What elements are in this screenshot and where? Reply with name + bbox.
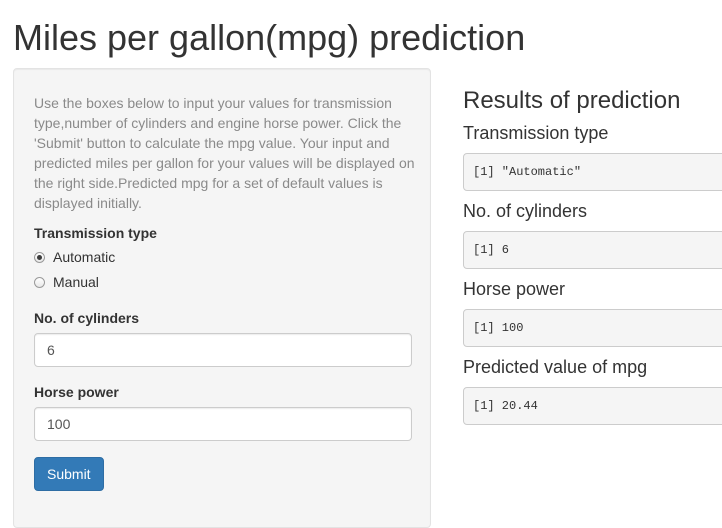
- radio-automatic-label: Automatic: [53, 249, 116, 265]
- result-horsepower-output: [1] 100: [463, 309, 722, 347]
- result-horsepower-label: Horse power: [463, 279, 566, 299]
- result-mpg-label: Predicted value of mpg: [463, 357, 648, 377]
- input-panel: Use the boxes below to input your values…: [13, 68, 431, 528]
- page-title: Miles per gallon(mpg) prediction: [13, 17, 526, 58]
- result-mpg-output: [1] 20.44: [463, 387, 722, 425]
- help-text: Use the boxes below to input your values…: [34, 95, 415, 211]
- cylinders-input[interactable]: [34, 333, 412, 367]
- submit-button[interactable]: Submit: [34, 457, 104, 491]
- results-title: Results of prediction: [463, 87, 681, 114]
- result-cylinders-output: [1] 6: [463, 231, 722, 269]
- result-cylinders-label: No. of cylinders: [463, 201, 588, 221]
- radio-automatic[interactable]: Automatic: [34, 247, 115, 267]
- radio-automatic-indicator[interactable]: [34, 251, 45, 263]
- horsepower-input[interactable]: [34, 407, 412, 441]
- transmission-label: Transmission type: [34, 225, 157, 241]
- radio-manual[interactable]: Manual: [34, 272, 99, 292]
- cylinders-label: No. of cylinders: [34, 310, 140, 326]
- radio-manual-label: Manual: [53, 274, 99, 290]
- result-transmission-label: Transmission type: [463, 123, 609, 143]
- horsepower-label: Horse power: [34, 384, 119, 400]
- result-transmission-output: [1] "Automatic": [463, 153, 722, 191]
- radio-manual-indicator[interactable]: [34, 276, 45, 288]
